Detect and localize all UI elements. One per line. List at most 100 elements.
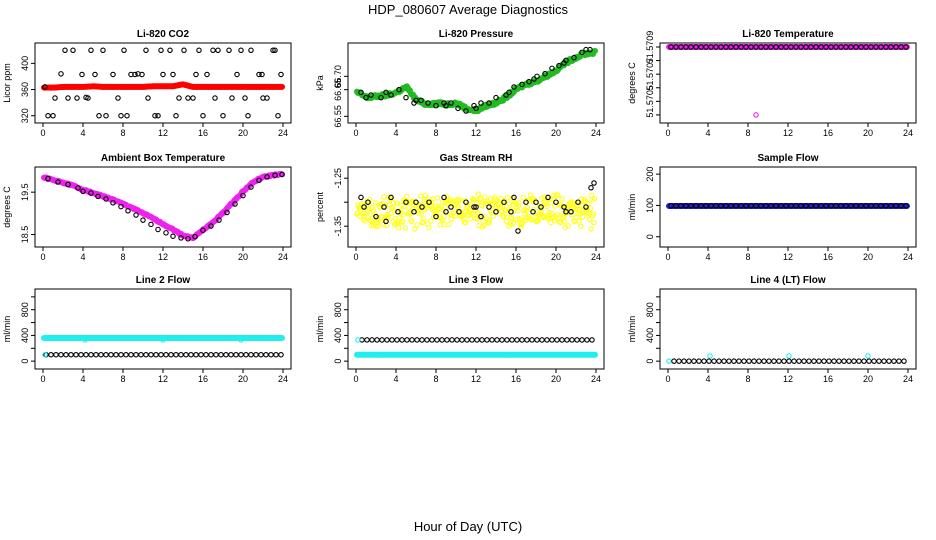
- data-point: [534, 337, 540, 343]
- y-tick-label: 200: [645, 167, 655, 182]
- data-point: [381, 204, 387, 210]
- data-point: [435, 203, 442, 209]
- y-tick-label: 51.5707: [645, 58, 655, 91]
- data-point: [462, 219, 469, 226]
- y-tick-label: 320: [20, 108, 30, 123]
- y-axis-label: degrees C: [627, 62, 637, 104]
- data-point: [776, 358, 782, 364]
- data-point: [865, 353, 871, 359]
- data-point: [756, 358, 762, 364]
- data-point: [590, 211, 597, 217]
- series-samples: [43, 351, 284, 358]
- data-point: [569, 337, 575, 343]
- x-tick-label: 20: [238, 128, 248, 138]
- data-point: [578, 223, 584, 229]
- data-point: [158, 47, 164, 54]
- data-point: [268, 351, 274, 358]
- data-point: [358, 194, 364, 201]
- data-point: [85, 95, 91, 101]
- data-point: [501, 199, 507, 205]
- data-point: [569, 199, 576, 205]
- data-point: [509, 337, 515, 343]
- data-point: [229, 95, 235, 101]
- data-point: [763, 202, 769, 209]
- x-tick-label: 24: [903, 252, 913, 262]
- data-point: [793, 202, 799, 209]
- data-point: [375, 217, 382, 224]
- data-point: [185, 95, 191, 101]
- data-point: [511, 194, 517, 201]
- x-tick-label: 0: [40, 374, 45, 384]
- data-point: [549, 337, 555, 343]
- panel-5: Gas Stream RH 0 4 8 12 16 20 24 -1.35 -1.25 percen…: [315, 153, 605, 262]
- data-point: [390, 200, 397, 206]
- data-point: [873, 202, 879, 209]
- data-point: [434, 210, 440, 217]
- data-point: [519, 220, 526, 226]
- y-tick-label: 400: [645, 328, 655, 343]
- data-point: [118, 112, 124, 119]
- data-point: [713, 44, 719, 50]
- data-point: [409, 337, 415, 343]
- data-point: [788, 44, 794, 50]
- data-point: [368, 222, 375, 229]
- data-point: [467, 201, 473, 208]
- data-point: [226, 47, 232, 54]
- data-point: [100, 47, 106, 54]
- y-tick-label: 800: [20, 302, 30, 317]
- series-average: [354, 191, 598, 232]
- data-point: [846, 358, 852, 364]
- data-point: [384, 337, 390, 343]
- data-point: [404, 337, 410, 343]
- data-point: [544, 203, 550, 210]
- data-point: [103, 196, 109, 202]
- data-point: [133, 351, 139, 358]
- x-tick-label: 12: [783, 374, 793, 384]
- data-point: [272, 47, 278, 54]
- data-point: [381, 193, 387, 200]
- data-point: [404, 193, 410, 200]
- data-point: [460, 211, 466, 217]
- x-tick-label: 12: [783, 252, 793, 262]
- data-point: [693, 202, 699, 209]
- y-tick-label: 66.65: [333, 78, 343, 101]
- data-point: [88, 47, 94, 54]
- data-point: [878, 44, 884, 50]
- x-tick-label: 24: [278, 374, 288, 384]
- x-tick-label: 16: [198, 252, 208, 262]
- data-point: [420, 219, 426, 225]
- data-point: [74, 95, 80, 101]
- data-point: [718, 202, 724, 209]
- data-point: [125, 208, 131, 214]
- data-point: [388, 194, 394, 201]
- data-point: [375, 223, 381, 229]
- data-point: [798, 44, 804, 50]
- data-point: [816, 358, 822, 364]
- data-point: [200, 112, 206, 119]
- data-point: [193, 351, 199, 358]
- data-point: [411, 226, 418, 232]
- y-axis-label: Licor ppm: [2, 63, 12, 103]
- data-point: [853, 202, 859, 209]
- data-point: [791, 358, 797, 364]
- data-point: [426, 225, 432, 231]
- data-point: [591, 219, 597, 226]
- x-tick-label: 16: [511, 128, 521, 138]
- data-point: [204, 71, 210, 78]
- data-point: [82, 337, 88, 343]
- data-point: [395, 224, 402, 231]
- x-tick-label: 24: [591, 252, 601, 262]
- data-point: [386, 202, 393, 208]
- series-average: [41, 170, 285, 242]
- data-point: [248, 184, 254, 190]
- data-point: [533, 199, 539, 205]
- data-point: [145, 95, 151, 101]
- data-point: [62, 47, 68, 54]
- y-tick-label: 51.5709: [645, 31, 655, 64]
- series-samples: [668, 44, 909, 50]
- data-point: [813, 44, 819, 50]
- data-point: [484, 337, 490, 343]
- data-point: [419, 337, 425, 343]
- x-tick-label: 24: [591, 128, 601, 138]
- data-point: [883, 202, 889, 209]
